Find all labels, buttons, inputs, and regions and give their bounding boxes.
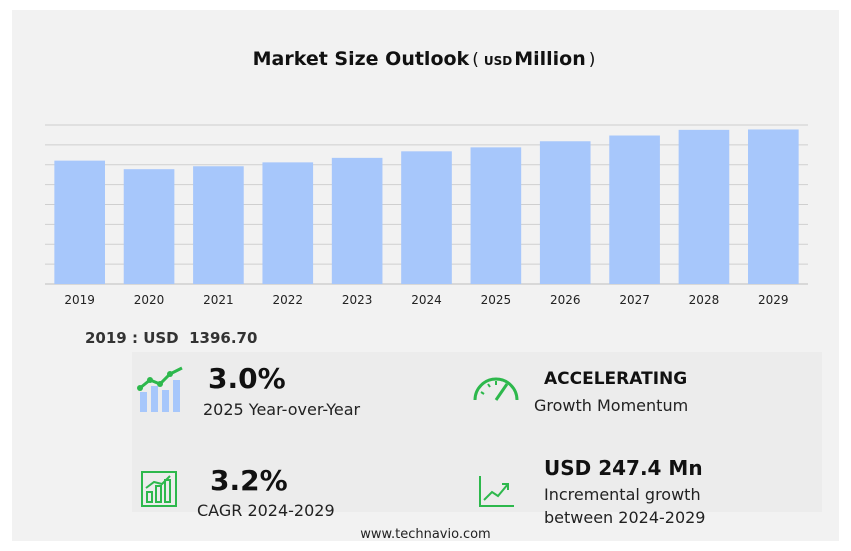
bar-2021: [193, 166, 244, 284]
base-year-value: 2019 : USD 1396.70: [85, 329, 258, 347]
bar-2027: [609, 135, 660, 284]
bar-2026: [539, 141, 591, 284]
stats-panel: [132, 352, 822, 512]
x-tick-2024: 2024: [411, 293, 442, 307]
bar-growth-icon: [137, 366, 183, 412]
speedometer-icon: [473, 377, 519, 401]
title-paren-open: (: [472, 50, 479, 70]
cagr-label: CAGR 2024-2029: [197, 501, 335, 520]
yoy-value: 3.0%: [208, 362, 286, 395]
title-main: Market Size Outlook: [252, 48, 470, 70]
title-unit2: Million: [514, 48, 586, 70]
bar-2024: [401, 151, 452, 284]
incremental-label-1: Incremental growth: [544, 485, 701, 504]
bar-2023: [331, 157, 383, 284]
yoy-label: 2025 Year-over-Year: [203, 400, 361, 419]
x-tick-labels: 2019 2020 2021 2022 2023 2024 2025 2026 2027 2028…: [64, 293, 788, 307]
x-tick-2021: 2021: [203, 293, 234, 307]
title-unit: USD: [483, 54, 513, 68]
momentum-value: ACCELERATING: [544, 369, 688, 389]
momentum-label: Growth Momentum: [534, 396, 689, 415]
bar-2028: [678, 129, 730, 284]
x-tick-2029: 2029: [758, 293, 789, 307]
x-tick-2019: 2019: [64, 293, 95, 307]
x-tick-2020: 2020: [134, 293, 165, 307]
chart-title: Market Size Outlook( USD Million): [0, 48, 851, 70]
x-tick-2026: 2026: [550, 293, 581, 307]
bar-2025: [470, 147, 522, 284]
bar-2029: [748, 129, 799, 284]
x-tick-2022: 2022: [272, 293, 303, 307]
trend-line-icon: [479, 476, 514, 507]
x-tick-2025: 2025: [481, 293, 512, 307]
cagr-chart-icon: [141, 471, 177, 507]
incremental-value: USD 247.4 Mn: [544, 456, 703, 480]
incremental-label-2: between 2024-2029: [544, 508, 706, 527]
x-tick-2028: 2028: [689, 293, 720, 307]
footer-url: www.technavio.com: [360, 527, 491, 542]
x-tick-2023: 2023: [342, 293, 373, 307]
cagr-value: 3.2%: [210, 464, 288, 497]
bar-2019: [54, 160, 105, 284]
bars: [54, 129, 799, 284]
bar-2020: [123, 169, 175, 284]
bar-chart: 2019 2020 2021 2022 2023 2024 2025 2026 2027 2028…: [45, 124, 808, 307]
title-paren-close: ): [588, 50, 596, 70]
x-tick-2027: 2027: [619, 293, 650, 307]
bar-2022: [262, 162, 314, 284]
